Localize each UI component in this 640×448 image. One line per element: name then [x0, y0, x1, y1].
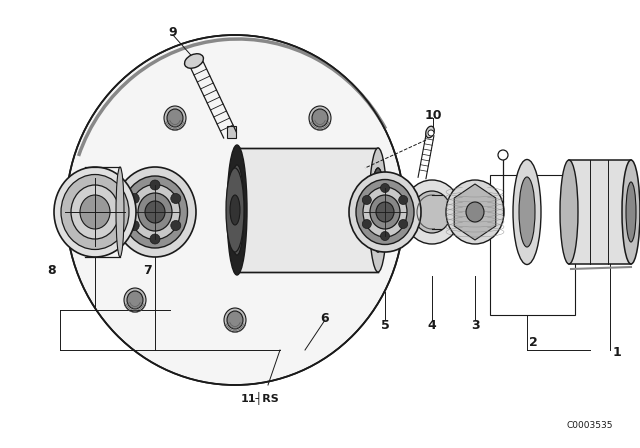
Polygon shape: [454, 184, 496, 240]
Polygon shape: [227, 126, 236, 138]
Circle shape: [399, 220, 408, 228]
Text: 1: 1: [612, 345, 621, 358]
Ellipse shape: [122, 176, 188, 248]
Circle shape: [150, 180, 160, 190]
Text: C0003535: C0003535: [567, 421, 613, 430]
Circle shape: [362, 220, 371, 228]
Text: 6: 6: [321, 311, 330, 324]
Text: 8: 8: [48, 263, 56, 276]
Circle shape: [129, 194, 140, 203]
Ellipse shape: [312, 109, 328, 127]
Ellipse shape: [167, 109, 183, 127]
Text: 11┤RS: 11┤RS: [241, 392, 280, 405]
Ellipse shape: [376, 202, 394, 222]
Ellipse shape: [403, 180, 461, 244]
Text: 4: 4: [428, 319, 436, 332]
Polygon shape: [235, 148, 378, 272]
Ellipse shape: [369, 148, 387, 272]
Ellipse shape: [426, 126, 435, 138]
Ellipse shape: [622, 160, 640, 264]
Text: 10: 10: [424, 108, 442, 121]
Circle shape: [129, 220, 140, 231]
Ellipse shape: [127, 291, 143, 309]
Ellipse shape: [164, 106, 186, 130]
Ellipse shape: [80, 195, 110, 229]
Ellipse shape: [513, 159, 541, 264]
Ellipse shape: [230, 195, 240, 225]
Ellipse shape: [309, 106, 331, 130]
Ellipse shape: [560, 160, 578, 264]
Ellipse shape: [138, 193, 172, 231]
Ellipse shape: [230, 165, 244, 255]
Text: 2: 2: [529, 336, 538, 349]
Circle shape: [498, 150, 508, 160]
Circle shape: [381, 184, 390, 193]
Ellipse shape: [227, 311, 243, 329]
Ellipse shape: [371, 168, 385, 252]
Ellipse shape: [227, 145, 247, 275]
Ellipse shape: [363, 187, 407, 237]
Ellipse shape: [124, 288, 146, 312]
Ellipse shape: [71, 185, 119, 239]
Ellipse shape: [116, 167, 124, 257]
Polygon shape: [569, 160, 631, 264]
Ellipse shape: [349, 172, 421, 252]
Ellipse shape: [184, 54, 204, 68]
Circle shape: [171, 220, 180, 231]
Ellipse shape: [130, 185, 180, 240]
Circle shape: [362, 195, 371, 204]
Ellipse shape: [127, 206, 143, 224]
Ellipse shape: [370, 195, 400, 229]
Text: 9: 9: [169, 26, 177, 39]
Ellipse shape: [371, 168, 385, 252]
Ellipse shape: [519, 177, 535, 247]
Ellipse shape: [224, 308, 246, 332]
Circle shape: [150, 234, 160, 244]
Text: 7: 7: [143, 263, 152, 276]
Ellipse shape: [413, 191, 451, 233]
Circle shape: [381, 232, 390, 241]
Text: 5: 5: [381, 319, 389, 332]
Ellipse shape: [66, 35, 404, 385]
Circle shape: [399, 195, 408, 204]
Ellipse shape: [145, 201, 165, 223]
Ellipse shape: [54, 167, 136, 257]
Ellipse shape: [446, 180, 504, 244]
Ellipse shape: [114, 167, 196, 257]
Ellipse shape: [226, 168, 244, 252]
Circle shape: [171, 194, 180, 203]
Ellipse shape: [356, 180, 414, 245]
Circle shape: [428, 130, 434, 136]
Ellipse shape: [626, 182, 636, 242]
Text: 3: 3: [470, 319, 479, 332]
Ellipse shape: [124, 203, 146, 227]
Ellipse shape: [466, 202, 484, 222]
Ellipse shape: [61, 175, 129, 250]
